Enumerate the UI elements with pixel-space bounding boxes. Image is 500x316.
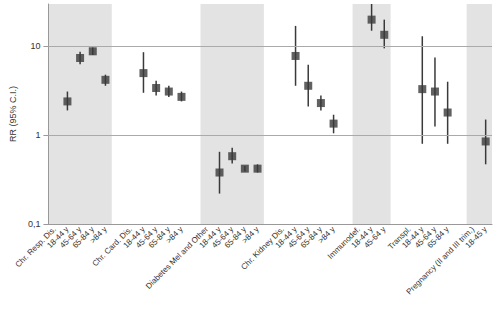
svg-text:18-44 y: 18-44 y xyxy=(45,224,71,250)
svg-text:45-64 y: 45-64 y xyxy=(286,224,312,250)
svg-text:Transpl.: Transpl. xyxy=(386,224,413,252)
svg-text:10: 10 xyxy=(30,41,40,51)
svg-text:>84 y: >84 y xyxy=(316,225,336,245)
svg-text:1: 1 xyxy=(35,130,40,140)
svg-text:45-64 y: 45-64 y xyxy=(58,224,84,250)
svg-text:18-44 y: 18-44 y xyxy=(400,224,426,250)
svg-text:45-64 y: 45-64 y xyxy=(362,225,387,250)
svg-text:18-44 y: 18-44 y xyxy=(197,224,223,250)
svg-text:Diabetes Mel and Other: Diabetes Mel and Other xyxy=(144,225,210,291)
svg-text:65-84 y: 65-84 y xyxy=(425,224,451,250)
svg-text:65-84 y: 65-84 y xyxy=(146,224,172,250)
svg-text:65-84 y: 65-84 y xyxy=(222,224,248,250)
svg-text:RR (95% C.I.): RR (95% C.I.) xyxy=(8,86,18,142)
svg-text:45-64 y: 45-64 y xyxy=(210,224,236,250)
svg-text:65-84 y: 65-84 y xyxy=(70,224,96,250)
svg-text:65-84 y: 65-84 y xyxy=(298,224,325,250)
svg-text:45-64 y: 45-64 y xyxy=(134,224,160,250)
svg-text:Chr. Card. Dis.: Chr. Card. Dis. xyxy=(90,224,134,269)
svg-text:18-44 y: 18-44 y xyxy=(273,224,299,250)
svg-text:>84 y: >84 y xyxy=(164,225,184,245)
svg-text:0,1: 0,1 xyxy=(28,219,41,229)
svg-text:Chr. Resp. Dis.: Chr. Resp. Dis. xyxy=(13,224,58,270)
svg-text:Chr. Kidney Dis.: Chr. Kidney Dis. xyxy=(239,224,287,272)
svg-text:18-45 y: 18-45 y xyxy=(464,225,489,250)
svg-text:18-44 y: 18-44 y xyxy=(121,224,147,250)
svg-text:18-44 y: 18-44 y xyxy=(349,224,375,250)
svg-text:>84 y: >84 y xyxy=(240,225,260,245)
svg-text:Immunodef.: Immunodef. xyxy=(325,224,363,261)
svg-text:Pregnancy (II and III trim.): Pregnancy (II and III trim.) xyxy=(405,225,477,297)
svg-text:45-64 y: 45-64 y xyxy=(412,224,439,250)
svg-text:>84 y: >84 y xyxy=(88,225,108,245)
